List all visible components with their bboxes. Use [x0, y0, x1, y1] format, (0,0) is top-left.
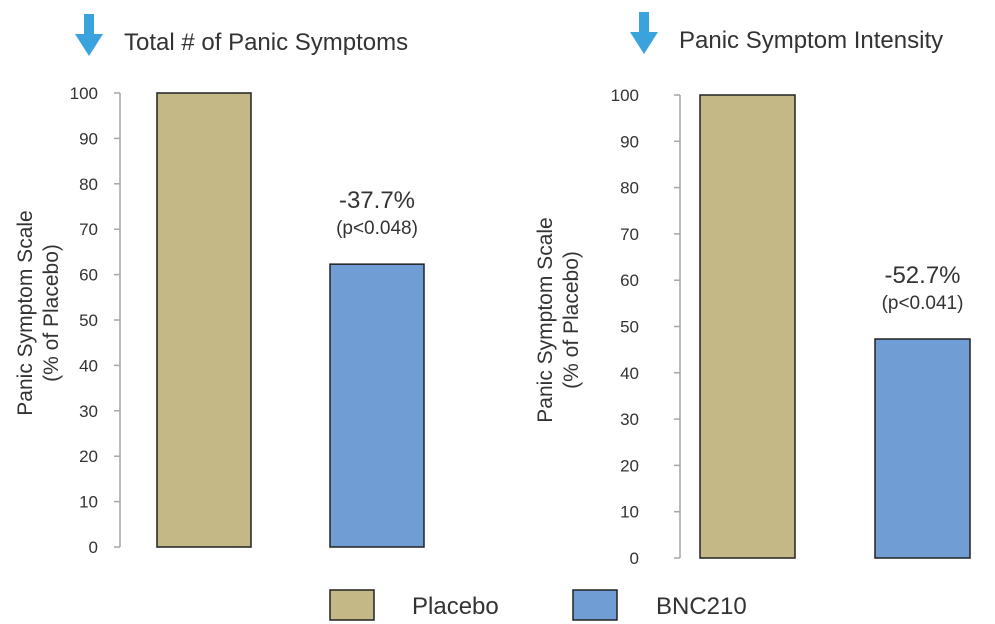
- y-tick-label: 70: [620, 225, 639, 244]
- chart-1-change-label: -37.7%: [339, 187, 415, 214]
- legend-label-bnc210: BNC210: [656, 593, 747, 620]
- chart-1-title: Total # of Panic Symptoms: [124, 29, 408, 56]
- y-tick-label: 60: [79, 266, 98, 285]
- y-tick-label: 90: [79, 129, 98, 148]
- y-tick-label: 0: [89, 538, 98, 557]
- y-tick-label: 90: [620, 132, 639, 151]
- chart-2-title: Panic Symptom Intensity: [679, 27, 943, 54]
- chart-2-bars: [699, 94, 971, 559]
- y-tick-label: 50: [79, 311, 98, 330]
- bar-placebo: [156, 92, 252, 548]
- y-tick-label: 100: [70, 84, 98, 103]
- y-tick-label: 10: [79, 493, 98, 512]
- y-tick-label: 50: [620, 318, 639, 337]
- chart-1-bars: [156, 92, 425, 548]
- y-tick-label: 80: [79, 175, 98, 194]
- legend-swatch-placebo: [329, 589, 375, 621]
- y-tick-label: 70: [79, 220, 98, 239]
- y-tick-label: 100: [611, 86, 639, 105]
- chart-2-y-axis: 0 10 20 30 40 50 60 70 80 90 100: [611, 86, 681, 568]
- y-tick-label: 20: [79, 447, 98, 466]
- bar-bnc210: [329, 263, 425, 548]
- y-tick-label: 20: [620, 456, 639, 475]
- legend-label-placebo: Placebo: [412, 593, 499, 620]
- bar-bnc210: [874, 338, 971, 559]
- down-arrow-icon: [75, 14, 103, 56]
- chart-2-ylabel-line2: (% of Placebo): [560, 251, 583, 389]
- y-tick-label: 30: [79, 402, 98, 421]
- bar-placebo: [699, 94, 796, 559]
- chart-1-pvalue-label: (p<0.048): [336, 218, 418, 239]
- y-tick-label: 80: [620, 179, 639, 198]
- y-tick-label: 40: [79, 356, 98, 375]
- y-tick-label: 0: [630, 549, 639, 568]
- chart-1-ylabel-line1: Panic Symptom Scale: [14, 210, 37, 415]
- chart-panel-2: Panic Symptom Intensity Panic Symptom Sc…: [534, 12, 971, 568]
- y-tick-label: 40: [620, 364, 639, 383]
- y-tick-label: 60: [620, 271, 639, 290]
- chart-1-y-axis: 0 10 20 30 40 50 60 70 80 90 100: [70, 84, 121, 557]
- chart-2-pvalue-label: (p<0.041): [882, 293, 964, 314]
- chart-2-ylabel-line1: Panic Symptom Scale: [534, 217, 557, 422]
- chart-2-change-label: -52.7%: [884, 262, 960, 289]
- chart-panel-1: Total # of Panic Symptoms Panic Symptom …: [14, 14, 425, 557]
- y-tick-label: 30: [620, 410, 639, 429]
- down-arrow-icon: [630, 12, 658, 54]
- legend-swatch-bnc210: [572, 589, 618, 621]
- chart-1-ylabel-line2: (% of Placebo): [40, 244, 63, 382]
- y-tick-label: 10: [620, 503, 639, 522]
- legend: Placebo BNC210: [329, 589, 747, 621]
